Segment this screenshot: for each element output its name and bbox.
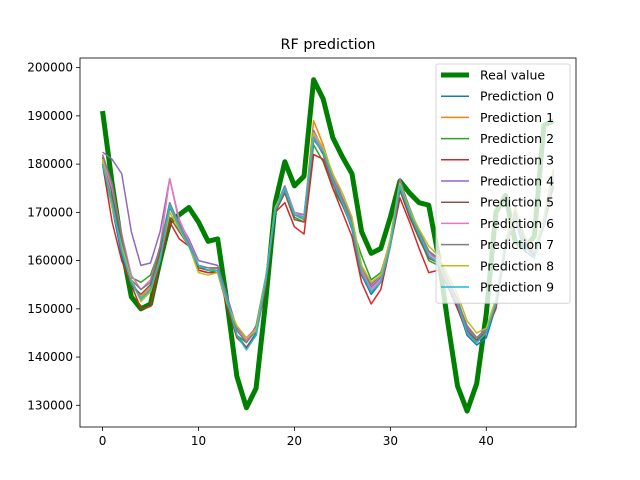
series-layer <box>100 77 555 414</box>
series-line-6 <box>101 136 555 341</box>
series-line-9 <box>101 132 555 339</box>
y-tick-label-3: 160000 <box>27 254 73 268</box>
legend-box <box>435 63 571 304</box>
y-tick-label-4: 170000 <box>27 205 73 219</box>
y-tick-label-5: 180000 <box>27 157 73 171</box>
x-tick-label-4: 40 <box>479 434 494 448</box>
legend-label-9: Prediction 8 <box>480 258 554 273</box>
axes-layer: 0 10 20 30 40 130000 140000 150000 160000 170000 1… <box>27 57 577 448</box>
legend-label-0: Real value <box>480 68 545 83</box>
x-tick-label-2: 20 <box>287 434 302 448</box>
x-tick-label-1: 10 <box>191 434 206 448</box>
x-tick-label-0: 0 <box>99 434 107 448</box>
x-tick-label-3: 30 <box>383 434 398 448</box>
legend-label-4: Prediction 3 <box>480 152 554 167</box>
legend-label-3: Prediction 2 <box>480 131 554 146</box>
legend-label-7: Prediction 6 <box>480 216 554 231</box>
legend-label-6: Prediction 5 <box>480 195 554 210</box>
legend-label-10: Prediction 9 <box>480 280 554 295</box>
legend-label-1: Prediction 0 <box>480 89 554 104</box>
legend-label-5: Prediction 4 <box>480 174 554 189</box>
y-tick-label-6: 190000 <box>27 109 73 123</box>
y-tick-label-7: 200000 <box>27 61 73 75</box>
legend-label-2: Prediction 1 <box>480 110 554 125</box>
series-line-10 <box>101 136 555 351</box>
y-tick-label-0: 130000 <box>27 398 73 412</box>
legend-label-8: Prediction 7 <box>480 237 554 252</box>
y-tick-label-1: 140000 <box>27 350 73 364</box>
axes-frame <box>79 57 577 428</box>
chart-title: RF prediction <box>280 37 375 53</box>
legend: Real value Prediction 0 Prediction 1 Predic… <box>435 63 571 304</box>
y-tick-label-2: 150000 <box>27 302 73 316</box>
